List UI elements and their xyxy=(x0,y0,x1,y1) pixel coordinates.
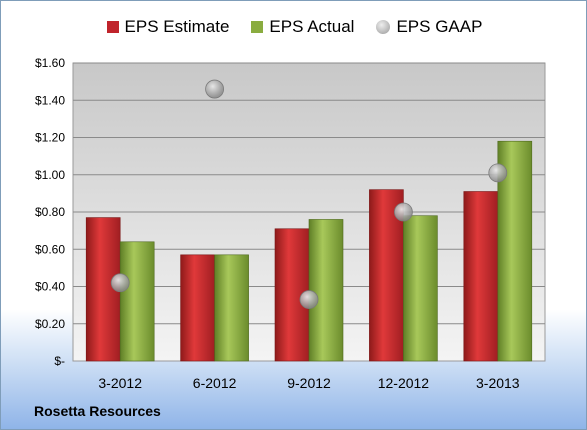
bar-eps-actual xyxy=(308,219,344,362)
point-eps-gaap xyxy=(110,273,130,293)
point-eps-gaap xyxy=(393,202,413,222)
x-tick-label: 3-2012 xyxy=(98,375,142,391)
legend: EPS Estimate EPS Actual EPS GAAP xyxy=(1,17,586,37)
y-tick-label: $1.20 xyxy=(35,131,65,145)
bar-eps-actual xyxy=(119,241,155,362)
point-eps-gaap xyxy=(488,163,508,183)
x-tick-label: 12-2012 xyxy=(378,375,430,391)
point-eps-gaap xyxy=(205,79,225,99)
company-name: Rosetta Resources xyxy=(34,403,161,419)
legend-item-eps-estimate: EPS Estimate xyxy=(106,17,230,37)
y-tick-label: $0.60 xyxy=(35,242,65,256)
legend-swatch-gaap xyxy=(376,20,391,34)
legend-label-estimate: EPS Estimate xyxy=(124,17,230,36)
y-tick-label: $0.20 xyxy=(35,317,65,331)
bar-eps-actual xyxy=(214,254,249,362)
legend-label-actual: EPS Actual xyxy=(269,17,355,36)
legend-swatch-actual xyxy=(251,21,264,33)
bar-eps-estimate xyxy=(463,191,499,362)
y-tick-label: $1.40 xyxy=(35,93,65,107)
y-tick-label: $0.40 xyxy=(35,280,65,294)
point-eps-gaap xyxy=(299,290,319,309)
legend-item-eps-actual: EPS Actual xyxy=(251,17,354,37)
x-tick-label: 3-2013 xyxy=(476,375,520,391)
y-tick-label: $0.80 xyxy=(35,205,65,219)
legend-label-gaap: EPS GAAP xyxy=(396,17,483,36)
x-tick-label: 6-2012 xyxy=(193,375,237,391)
legend-swatch-estimate xyxy=(106,21,119,33)
bar-eps-estimate xyxy=(180,254,215,362)
y-tick-label: $1.00 xyxy=(35,168,65,182)
bar-eps-actual xyxy=(403,215,438,362)
x-tick-label: 9-2012 xyxy=(287,375,331,391)
y-tick-label: $1.60 xyxy=(35,56,65,70)
y-tick-label: $- xyxy=(54,354,65,368)
legend-item-eps-gaap: EPS GAAP xyxy=(376,17,482,37)
